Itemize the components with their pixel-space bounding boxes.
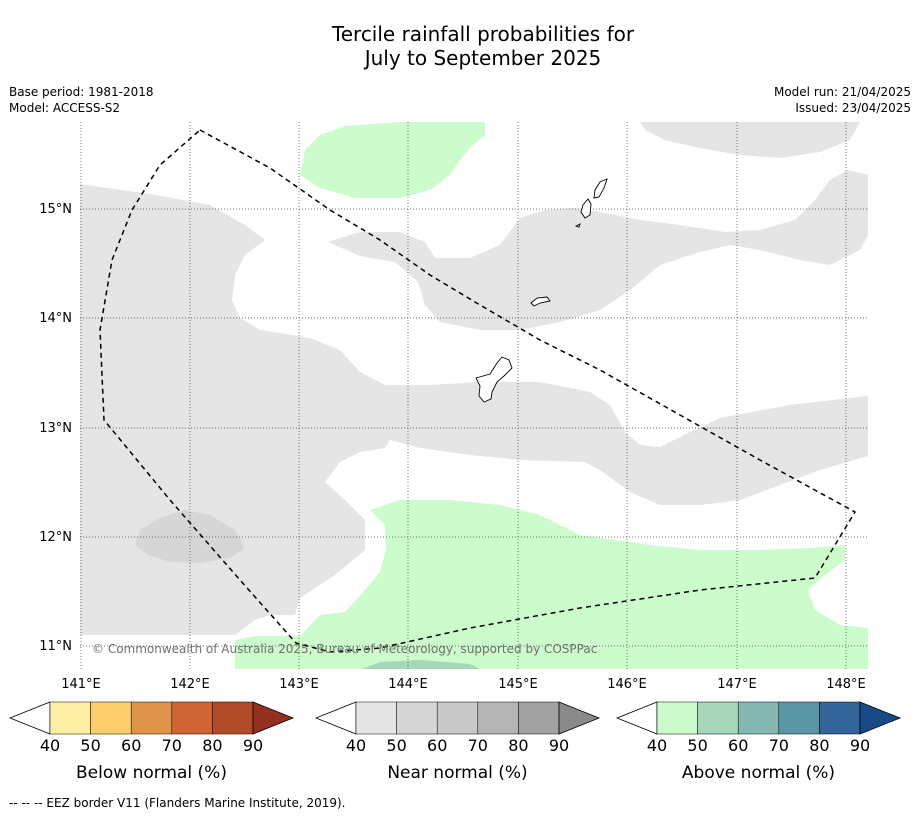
meta-left: Base period: 1981-2018 Model: ACCESS-S2 (9, 84, 154, 116)
colorbar-segment (212, 701, 254, 735)
lon-label: 146°E (607, 677, 647, 692)
near-normal-north-region (328, 170, 868, 330)
above-normal-50-patch (362, 660, 480, 669)
issued-label: Issued: 23/04/2025 (795, 101, 911, 115)
near-normal-colorbar: 40 50 60 70 80 90 Near normal (%) (314, 701, 601, 783)
colorbar-segment (355, 701, 397, 735)
colorbar-segment (697, 701, 739, 735)
saipan-island (593, 178, 608, 199)
colorbar-low-arrow (314, 701, 357, 735)
colorbar-segment (130, 701, 173, 735)
colorbar-tick-label: 80 (508, 736, 528, 755)
model-run-label: Model run: 21/04/2025 (773, 85, 911, 99)
rota-island (530, 296, 551, 307)
below-normal-colorbar: 40 50 60 70 80 90 Below normal (%) (8, 701, 295, 783)
colorbar-segment (778, 701, 820, 735)
aguijan-island (574, 223, 581, 228)
colorbar-segment (49, 701, 91, 735)
map-area: © Commonwealth of Australia 2025, Bureau… (80, 122, 868, 669)
eez-footnote: -- -- -- EEZ border V11 (Flanders Marine… (9, 796, 346, 810)
colorbar-tick-label: 80 (809, 736, 829, 755)
meta-right: Model run: 21/04/2025 Issued: 23/04/2025 (774, 84, 911, 116)
above-normal-south-region (235, 500, 868, 669)
island-outlines (475, 178, 608, 403)
lon-label: 143°E (279, 677, 319, 692)
lon-label: 147°E (717, 677, 757, 692)
colorbar-title: Near normal (%) (387, 763, 527, 783)
colorbar-tick-label: 40 (647, 736, 667, 755)
colorbar-segment (477, 701, 519, 735)
lon-label: 142°E (170, 677, 210, 692)
colorbar-low-arrow (8, 701, 51, 735)
colorbar-high-arrow (859, 701, 902, 735)
colorbar-segment (518, 701, 560, 735)
model-label: Model: ACCESS-S2 (9, 101, 121, 115)
colorbar-tick-label: 90 (549, 736, 569, 755)
lat-label: 13°N (39, 421, 72, 436)
near-normal-ne-region (640, 122, 860, 158)
colorbar-tick-label: 50 (687, 736, 707, 755)
colorbar-tick-label: 90 (243, 736, 263, 755)
lon-label: 148°E (826, 677, 866, 692)
colorbar-title: Below normal (%) (76, 763, 227, 783)
lat-label: 14°N (39, 311, 72, 326)
colorbar-tick-label: 40 (40, 736, 60, 755)
eez-border (99, 129, 857, 653)
lon-label: 145°E (498, 677, 538, 692)
colorbar-tick-label: 50 (386, 736, 406, 755)
colorbar-tick-label: 60 (728, 736, 748, 755)
colorbar-low-arrow (615, 701, 658, 735)
lat-label: 15°N (39, 202, 72, 217)
lat-label: 12°N (39, 530, 72, 545)
tinian-island (580, 198, 592, 219)
base-period-label: Base period: 1981-2018 (9, 85, 154, 99)
title-line-2: July to September 2025 (364, 46, 602, 70)
colorbar-tick-label: 60 (121, 736, 141, 755)
lat-label: 11°N (39, 639, 72, 654)
colorbar-high-arrow (252, 701, 295, 735)
colorbar-tick-label: 70 (468, 736, 488, 755)
colorbar-tick-label: 60 (427, 736, 447, 755)
colorbar-tick-label: 70 (162, 736, 182, 755)
colorbar-tick-label: 70 (769, 736, 789, 755)
copyright-text: © Commonwealth of Australia 2025, Bureau… (92, 642, 597, 656)
colorbar-title: Above normal (%) (682, 763, 835, 783)
colorbar-segment (436, 701, 479, 735)
title-line-1: Tercile rainfall probabilities for (331, 22, 635, 46)
colorbar-segment (90, 701, 132, 735)
colorbar-tick-label: 80 (202, 736, 222, 755)
colorbar-tick-label: 40 (346, 736, 366, 755)
guam-island (475, 356, 513, 403)
lat-labels: 15°N 14°N 13°N 12°N 11°N (39, 202, 72, 654)
near-normal-west-region (80, 184, 868, 635)
above-normal-north-region (300, 122, 485, 198)
colorbar-segment (171, 701, 213, 735)
lat-grid (80, 208, 868, 647)
lon-labels: 141°E 142°E 143°E 144°E 145°E 146°E 147°… (61, 677, 866, 692)
colorbar-tick-label: 50 (80, 736, 100, 755)
lon-label: 144°E (388, 677, 428, 692)
colorbar-segment (737, 701, 780, 735)
above-normal-colorbar: 40 50 60 70 80 90 Above normal (%) (615, 701, 902, 783)
lon-grid (80, 122, 847, 669)
lon-label: 141°E (61, 677, 101, 692)
map-title: Tercile rainfall probabilities for July … (0, 22, 919, 70)
colorbar-high-arrow (558, 701, 601, 735)
colorbar-segment (396, 701, 438, 735)
colorbar-tick-label: 90 (850, 736, 870, 755)
colorbar-segment (819, 701, 861, 735)
colorbar-segment (656, 701, 698, 735)
